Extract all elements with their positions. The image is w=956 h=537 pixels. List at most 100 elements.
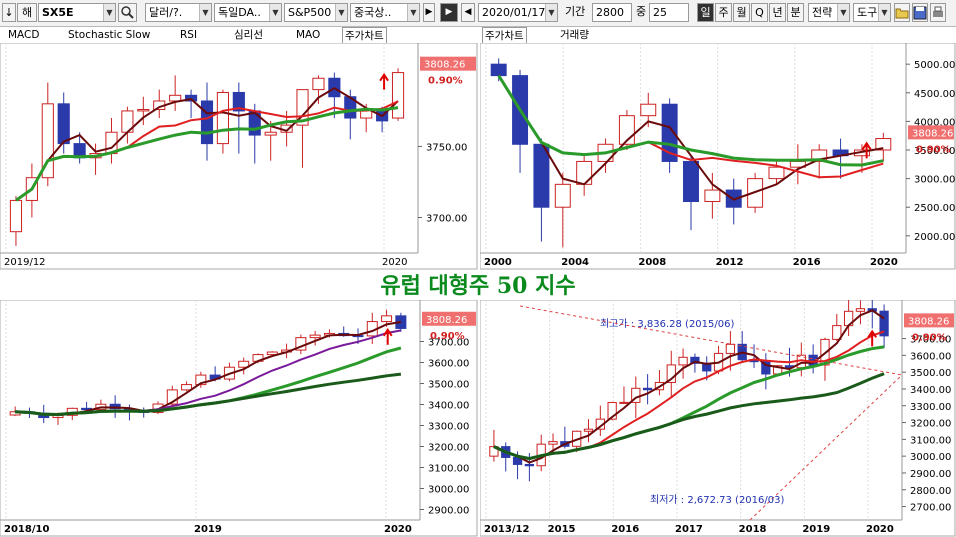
x-tick-label: 2019 (194, 524, 222, 535)
x-tick-label: 2015 (548, 524, 576, 535)
strategy-select[interactable]: 전략 ▼ (808, 3, 850, 22)
tab-rsi[interactable]: RSI (180, 29, 198, 41)
interval-minute-button[interactable]: 분 (787, 3, 804, 22)
candle-body (811, 149, 828, 162)
candle-body (490, 63, 507, 77)
tab-psychology[interactable]: 심리선 (234, 29, 263, 41)
play-button[interactable]: ▶ (440, 3, 458, 22)
tab-volume[interactable]: 거래량 (560, 29, 589, 41)
period-label: 기간 (565, 5, 586, 18)
candle-body (832, 325, 842, 340)
current-pct-label: 0.90% (912, 332, 947, 343)
chart-frame (480, 300, 956, 537)
chevron-down-icon[interactable]: ▼ (269, 4, 281, 21)
index-de-select[interactable]: 독일DA.. ▼ (214, 3, 282, 22)
candle-body (875, 138, 892, 151)
tab-mao[interactable]: MAO (296, 29, 321, 41)
current-pct-label: 0.90% (428, 76, 463, 87)
x-tick-label: 2016 (793, 257, 821, 268)
search-button[interactable] (118, 3, 137, 22)
chevron-down-icon[interactable]: ▼ (545, 4, 557, 21)
china-select[interactable]: 중국상.. ▼ (350, 3, 420, 22)
ma-short-line (493, 309, 885, 464)
down-arrow-button[interactable]: ↓ (2, 3, 16, 22)
folder-button[interactable] (894, 3, 910, 22)
scroll-right-icon[interactable]: ▶ (423, 3, 435, 22)
candle-body (704, 189, 721, 203)
x-tick-label: 2012 (716, 257, 744, 268)
market-button[interactable]: 해 (17, 3, 37, 22)
count-input[interactable]: 25 (649, 3, 689, 22)
up-arrow-icon (867, 329, 878, 347)
chart-weekly: 3700.00 3600.00 3500.00 3400.00 3300.00 3200.… (0, 300, 478, 537)
tools-select[interactable]: 도구 ▼ (853, 3, 891, 22)
interval-year-button[interactable]: 년 (769, 3, 786, 22)
chart-tabs: 주가차트 거래량 (480, 27, 956, 43)
chart-frame (0, 300, 478, 537)
tab-macd[interactable]: MACD (8, 29, 40, 41)
x-tick-label: 2000 (484, 257, 512, 268)
current-price-label: 3808.26 (426, 315, 467, 326)
candle-body (195, 374, 207, 386)
print-button[interactable] (930, 3, 946, 22)
chevron-down-icon[interactable]: ▼ (335, 4, 347, 21)
tab-price-chart[interactable]: 주가차트 (342, 27, 387, 43)
interval-quarter-button[interactable]: Q (751, 3, 768, 22)
save-button[interactable] (912, 3, 928, 22)
ma-long-line (497, 74, 884, 167)
candle-body (312, 77, 325, 91)
candle-body (879, 310, 889, 337)
prev-button[interactable]: ◀ (461, 3, 475, 22)
chart-monthly-long: 5000.00 4500.00 4000.00 3500.00 3000.00 2500.… (480, 43, 956, 270)
tab-price-chart-right[interactable]: 주가차트 (482, 27, 527, 43)
chevron-down-icon[interactable]: ▼ (199, 4, 211, 21)
candle-body (855, 308, 866, 312)
interval-week-button[interactable]: 주 (715, 3, 732, 22)
symbol-value: SX5E (42, 6, 74, 19)
candle-body (381, 315, 393, 323)
printer-icon (933, 6, 943, 17)
indicator-tabs: MACD Stochastic Slow RSI 심리선 MAO 주가차트 (0, 27, 478, 43)
y-tick-label: 3700.00 (428, 338, 469, 349)
x-tick-label: 2018 (739, 524, 767, 535)
trendline-lower (749, 374, 903, 521)
candle-body (309, 334, 321, 339)
chevron-down-icon[interactable]: ▼ (407, 4, 419, 21)
interval-day-button[interactable]: 일 (697, 3, 714, 22)
currency-select[interactable]: 달러/?. ▼ (145, 3, 212, 22)
ma-short-line (15, 87, 399, 202)
chevron-down-icon[interactable]: ▼ (837, 4, 849, 21)
chevron-down-icon[interactable]: ▼ (103, 4, 115, 21)
date-input[interactable]: 2020/01/17 ▼ (478, 3, 558, 22)
y-tick-label: 3000.00 (914, 175, 955, 186)
interval-month-button[interactable]: 월 (733, 3, 750, 22)
currency-select-value: 달러/?. (149, 6, 183, 19)
current-price-label: 3808.26 (912, 128, 953, 139)
y-tick-label: 2700.00 (910, 503, 951, 514)
count-label: 중 (636, 5, 647, 18)
x-tick-label: 2016 (611, 524, 639, 535)
sp500-select[interactable]: S&P500 ▼ (284, 3, 348, 22)
candle-body (57, 103, 70, 145)
candle-body (166, 389, 178, 405)
chart-daily: 3750.00 3700.00 2019/12 2020 3808.26 0.90% (0, 43, 478, 270)
symbol-input[interactable]: SX5E ▼ (38, 3, 116, 22)
y-tick-label: 3400.00 (428, 401, 469, 412)
candle-body (576, 160, 593, 185)
x-tick-label: 2017 (675, 524, 703, 535)
y-tick-label: 3500.00 (910, 368, 951, 379)
index-de-select-value: 독일DA.. (218, 6, 261, 19)
x-tick-label: 2008 (638, 257, 666, 268)
chevron-down-icon[interactable]: ▼ (878, 4, 890, 21)
candle-body (690, 356, 700, 364)
page-title: 유럽 대형주 50 지수 (380, 273, 576, 299)
period-input[interactable]: 2800 (592, 3, 632, 22)
y-tick-label: 2900.00 (428, 506, 469, 517)
candle-body (524, 463, 535, 467)
current-pct-label: 0.90% (916, 144, 951, 155)
y-tick-label: 3400.00 (910, 385, 951, 396)
candle-body (216, 91, 229, 145)
tab-stochastic-slow[interactable]: Stochastic Slow (68, 29, 151, 41)
x-tick-label: 2013/12 (484, 524, 529, 535)
x-tick-label: 2004 (561, 257, 589, 268)
